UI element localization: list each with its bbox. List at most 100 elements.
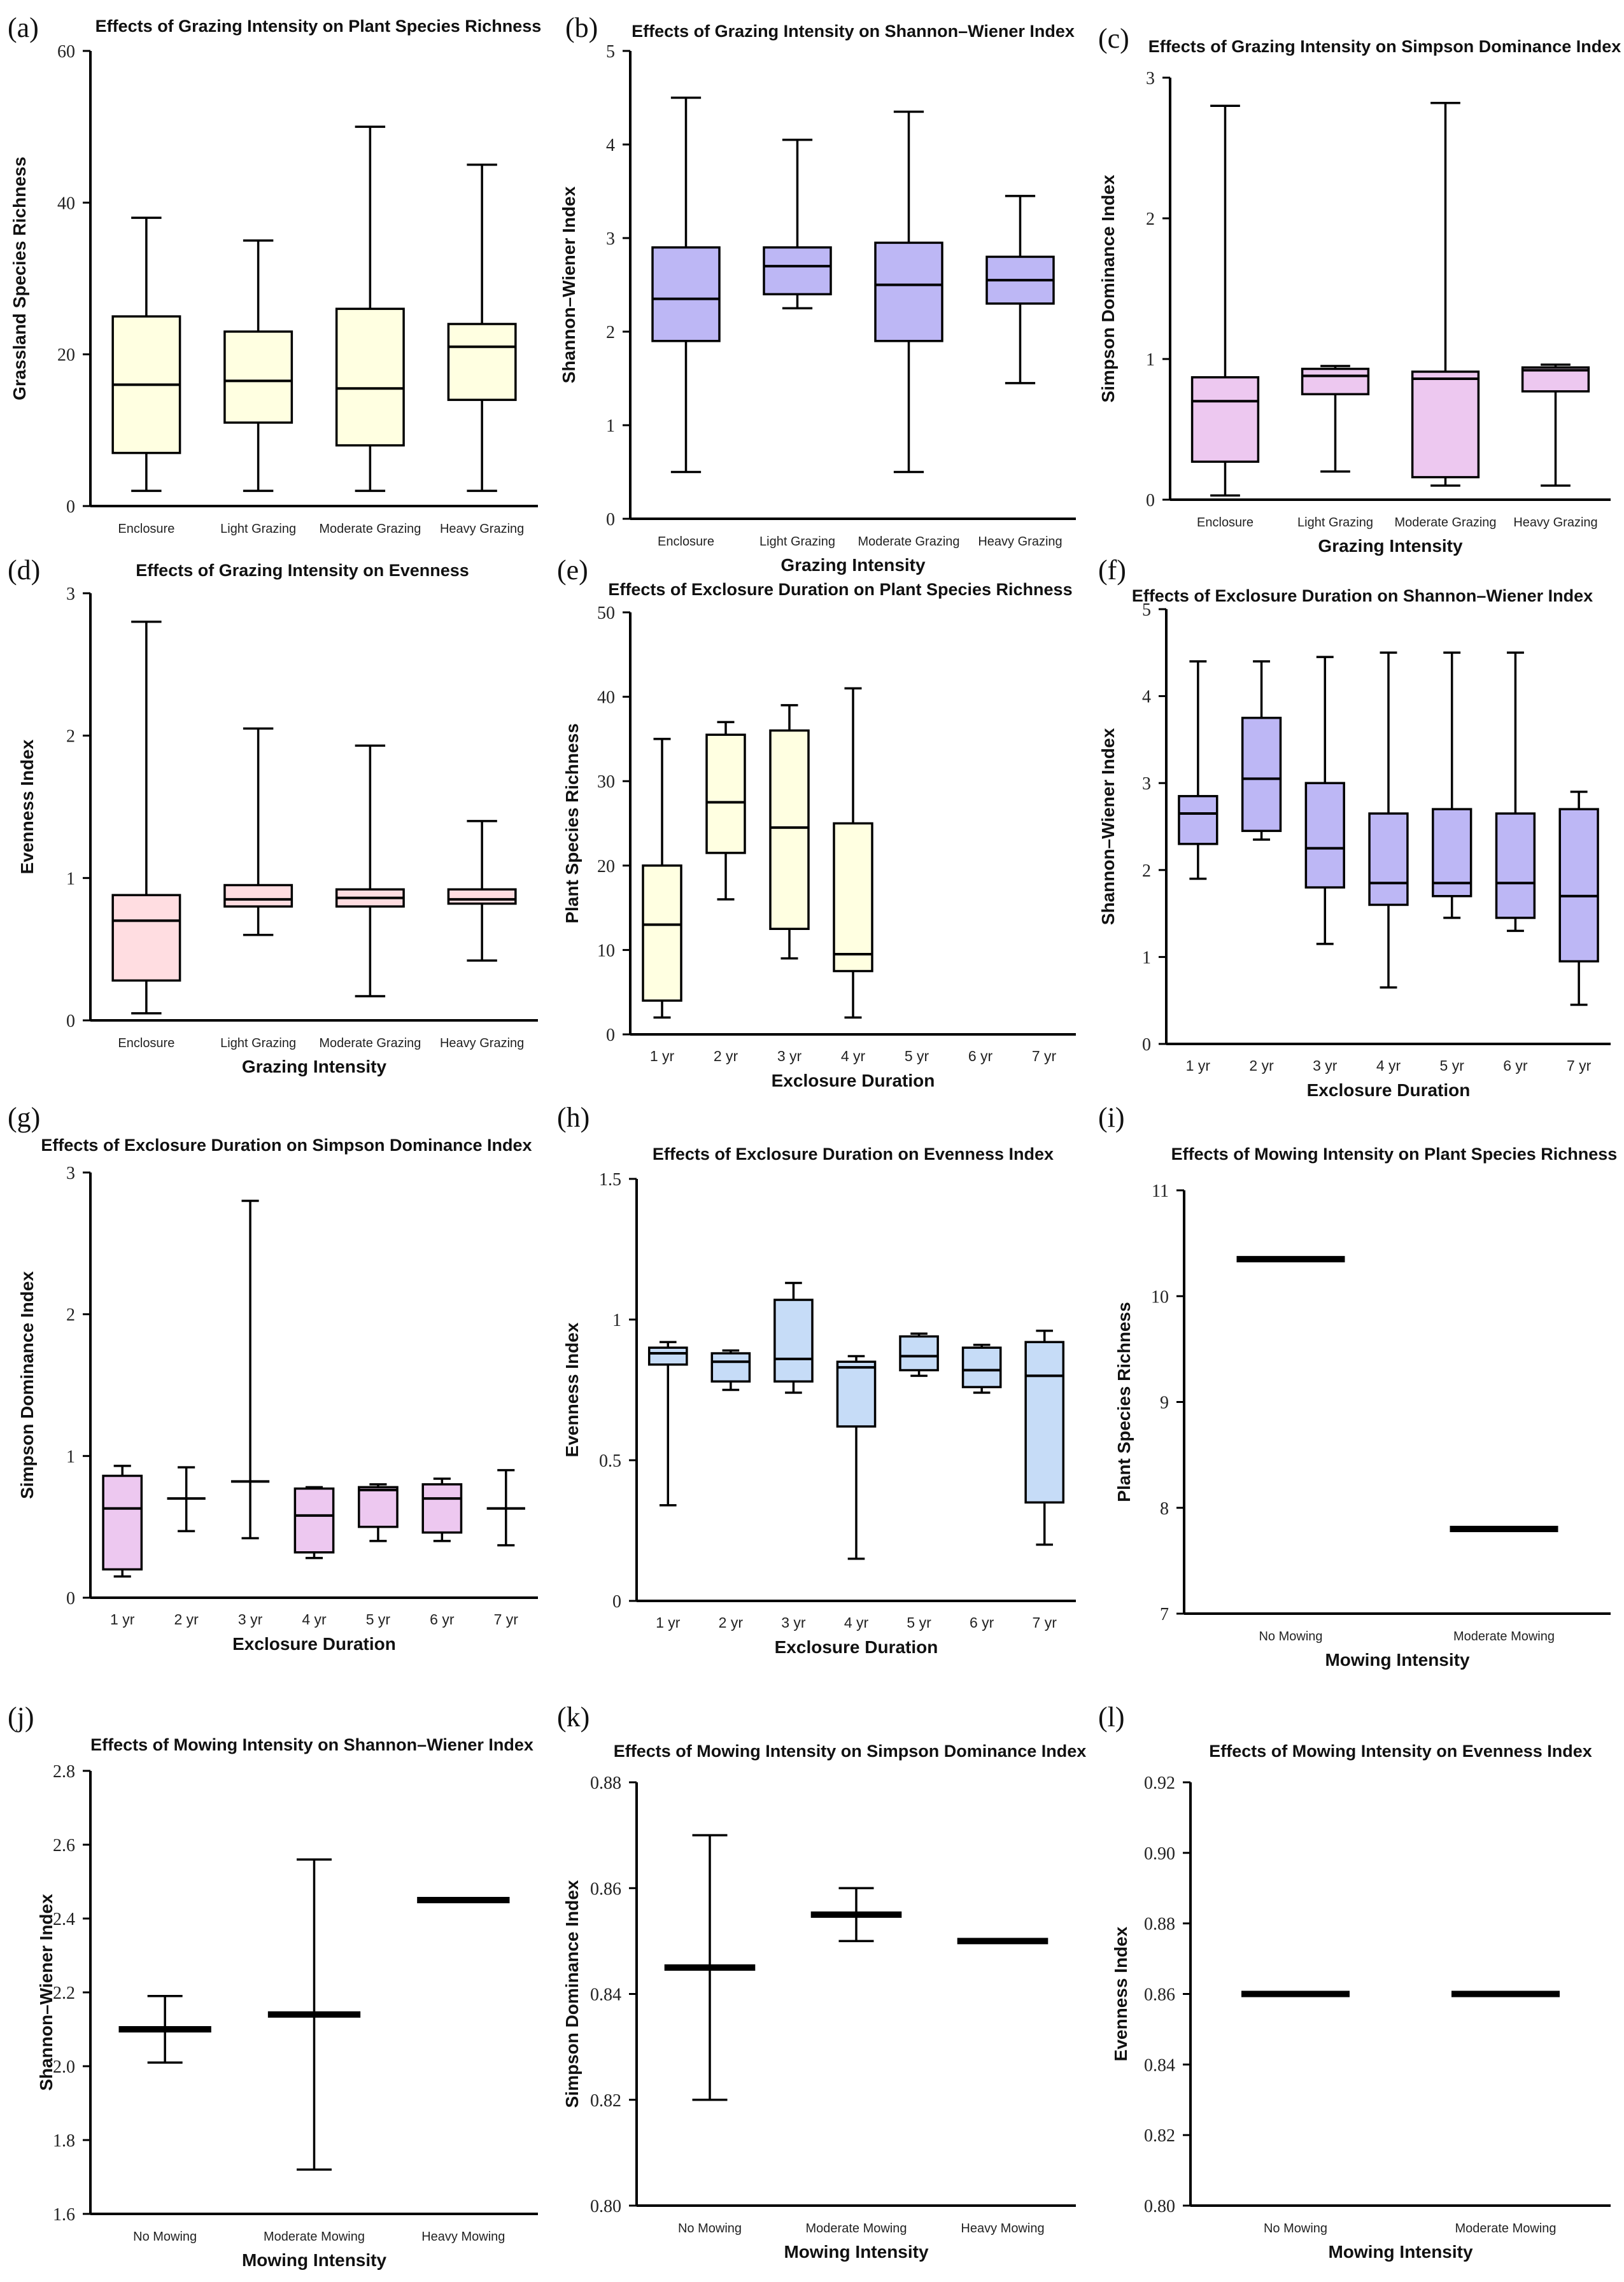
x-tick-label: 3 yr	[781, 1614, 806, 1631]
box-iqr	[1301, 367, 1370, 395]
point-2	[267, 1858, 361, 2171]
box-iqr	[833, 822, 873, 973]
chart-title: Effects of Mowing Intensity on Evenness …	[1209, 1742, 1592, 1761]
box-iqr	[1241, 717, 1282, 833]
box-iqr	[335, 307, 405, 447]
x-tick-label: 2 yr	[1249, 1057, 1274, 1074]
chart-title: Effects of Exclosure Duration on Simpson…	[41, 1136, 532, 1155]
y-tick-label: 10	[1151, 1287, 1169, 1307]
x-tick-label: Heavy Mowing	[961, 2222, 1044, 2236]
x-tick-label: 2 yr	[174, 1611, 199, 1628]
x-axis-label: Exclosure Duration	[232, 1634, 396, 1654]
point-2	[810, 1887, 902, 1943]
y-tick-label: 0	[612, 1592, 621, 1612]
box-iqr	[111, 894, 181, 982]
x-axis-label: Grazing Intensity	[780, 555, 926, 575]
x-tick-label: 1 yr	[110, 1611, 135, 1628]
box-iqr	[710, 1352, 751, 1383]
panel-letter: (l)	[1098, 1701, 1125, 1733]
chart-panel-8: (h) Effects of Exclosure Duration on Even…	[557, 1102, 1076, 1657]
y-axis-label: Plant Species Richness	[562, 723, 582, 923]
box-iqr	[769, 729, 810, 930]
y-axis-label: Shannon–Wiener Index	[559, 186, 579, 383]
y-tick-label: 50	[597, 603, 615, 623]
panel-letter: (k)	[557, 1701, 590, 1733]
box-5	[358, 1483, 399, 1542]
y-tick-label: 11	[1152, 1181, 1169, 1201]
y-tick-label: 2.2	[53, 1983, 75, 2003]
y-tick-label: 2	[66, 1306, 75, 1325]
box-4	[293, 1486, 335, 1560]
x-tick-label: 5 yr	[905, 1048, 929, 1064]
box-3	[773, 1281, 814, 1394]
x-tick-label: 2 yr	[719, 1614, 744, 1631]
x-tick-label: 1 yr	[650, 1048, 675, 1064]
panel-letter: (h)	[557, 1102, 590, 1133]
y-tick-label: 7	[1160, 1605, 1169, 1624]
y-tick-label: 1	[612, 1311, 621, 1330]
box-iqr	[836, 1360, 877, 1428]
x-tick-label: Enclosure	[658, 535, 714, 549]
y-tick-label: 4	[1142, 687, 1151, 707]
y-tick-label: 2	[1146, 209, 1155, 229]
box-6	[961, 1344, 1002, 1394]
chart-panel-6: (f) Effects of Exclosure Duration on Shan…	[1098, 554, 1611, 1100]
y-tick-label: 2.4	[53, 1910, 75, 1929]
x-tick-label: 4 yr	[1376, 1057, 1401, 1074]
chart-title: Effects of Exclosure Duration on Evennes…	[653, 1145, 1054, 1164]
y-tick-label: 3	[1146, 69, 1155, 88]
point-1	[664, 1834, 756, 2101]
x-tick-label: Light Grazing	[220, 522, 296, 536]
x-tick-label: Moderate Mowing	[264, 2230, 365, 2244]
box-3	[335, 125, 405, 492]
y-tick-label: 1.8	[53, 2131, 75, 2151]
x-tick-label: 5 yr	[907, 1614, 931, 1631]
box-iqr	[1432, 808, 1472, 898]
box-iqr	[763, 246, 832, 295]
y-tick-label: 9	[1160, 1393, 1169, 1413]
panel-letter: (f)	[1098, 554, 1126, 586]
x-tick-label: Moderate Mowing	[1453, 1630, 1555, 1644]
x-tick-label: 4 yr	[302, 1611, 327, 1628]
panel-letter: (c)	[1098, 23, 1129, 54]
x-tick-label: 1 yr	[1186, 1057, 1211, 1074]
x-tick-label: Light Grazing	[1297, 516, 1373, 530]
y-axis-label: Simpson Dominance Index	[17, 1271, 37, 1499]
y-tick-label: 2.0	[53, 2057, 75, 2077]
x-tick-label: Heavy Grazing	[1513, 516, 1597, 530]
panel-letter: (d)	[8, 554, 40, 586]
box-iqr	[1190, 376, 1260, 463]
x-tick-label: 4 yr	[841, 1048, 866, 1064]
y-axis-label: Grassland Species Richness	[10, 157, 29, 400]
y-tick-label: 3	[606, 229, 615, 249]
x-tick-label: Enclosure	[118, 1036, 174, 1050]
x-tick-label: 6 yr	[970, 1614, 994, 1631]
x-axis-label: Mowing Intensity	[242, 2250, 387, 2270]
y-axis-label: Shannon–Wiener Index	[1098, 728, 1118, 925]
x-tick-label: Heavy Grazing	[440, 1036, 524, 1050]
box-4	[833, 687, 873, 1019]
panel-letter: (g)	[8, 1102, 40, 1133]
point-1	[118, 1995, 211, 2064]
x-axis-label: Exclosure Duration	[775, 1637, 938, 1657]
box-iqr	[773, 1299, 814, 1383]
x-tick-label: Moderate Grazing	[858, 535, 959, 549]
box-7	[486, 1469, 525, 1547]
box-2	[167, 1466, 206, 1533]
box-iqr	[447, 888, 517, 905]
y-tick-label: 8	[1160, 1499, 1169, 1519]
y-tick-label: 3	[1142, 774, 1151, 794]
box-1	[111, 620, 181, 1015]
box-4	[1521, 363, 1590, 487]
x-tick-label: Light Grazing	[759, 535, 835, 549]
box-iqr	[358, 1486, 399, 1528]
box-1	[642, 738, 682, 1019]
x-tick-label: No Mowing	[1264, 2222, 1327, 2236]
y-tick-label: 20	[57, 346, 75, 365]
chart-title: Effects of Grazing Intensity on Simpson …	[1148, 37, 1621, 56]
box-iqr	[223, 330, 293, 424]
box-iqr	[1495, 812, 1536, 919]
x-tick-label: Moderate Mowing	[1455, 2222, 1557, 2236]
box-iqr	[293, 1487, 335, 1554]
chart-panel-1: (a) Effects of Grazing Intensity on Plant…	[8, 12, 541, 536]
